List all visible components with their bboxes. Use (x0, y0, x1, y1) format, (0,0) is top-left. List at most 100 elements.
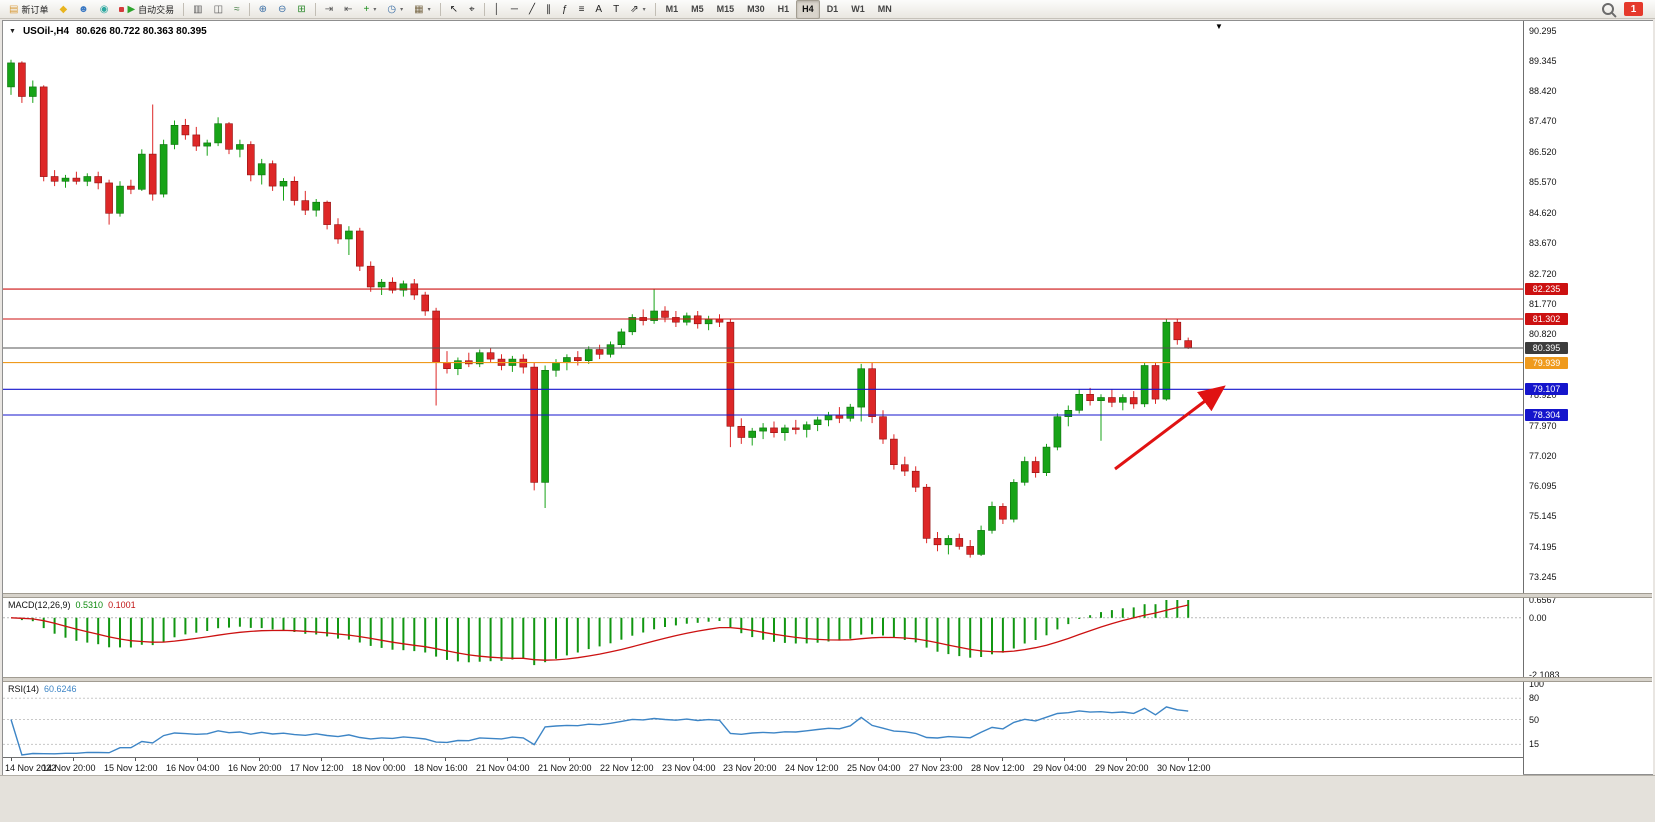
macd-params-label: MACD(12,26,9) (8, 600, 71, 610)
cursor-icon[interactable]: ↖ (445, 0, 463, 19)
candle (813, 416, 822, 432)
candle (50, 170, 59, 187)
candle (944, 535, 953, 555)
price-tick-label: 90.295 (1529, 25, 1557, 36)
candle (105, 179, 113, 225)
chart-ohlc-values: 80.626 80.722 80.363 80.395 (76, 26, 207, 37)
timeframe-d1[interactable]: D1 (826, 4, 839, 14)
panel-splitter-macd[interactable] (3, 593, 1652, 598)
time-tick-label: 15 Nov 12:00 (104, 763, 158, 773)
candlestick-chart-icon[interactable]: ◫ (209, 0, 228, 19)
candle (922, 484, 931, 544)
arrows-icon[interactable]: ⇗ ▾ (625, 0, 650, 19)
rsi-scale-label: 80 (1529, 693, 1540, 704)
candle (247, 141, 255, 182)
macd-scale-min: -2.1083 (1529, 670, 1560, 680)
candle (170, 120, 179, 150)
symbol-dropdown-icon[interactable]: ▼ (9, 28, 16, 35)
candle (1020, 456, 1029, 486)
bar-chart-icon[interactable]: ▥ (188, 0, 207, 19)
candle (1086, 387, 1094, 406)
candle (650, 288, 658, 324)
candle (257, 158, 266, 185)
time-tick-mark (259, 758, 260, 761)
timeframe-m1[interactable]: M1 (665, 4, 679, 14)
candle (181, 118, 190, 140)
price-chart-panel[interactable]: ▼ USOil-,H4 80.626 80.722 80.363 80.395 … (3, 21, 1523, 593)
trend-arrow-annotation[interactable] (1114, 385, 1226, 471)
channel-icon[interactable]: ∥ (541, 0, 556, 19)
tile-windows-icon[interactable]: ⊞ (292, 0, 310, 19)
candle (355, 227, 364, 271)
new-order-button[interactable]: ▤ 新订单 (4, 0, 53, 19)
periods-icon[interactable]: ◷ ▾ (382, 0, 408, 19)
candle (454, 357, 462, 376)
community-icon[interactable]: ☻ (73, 0, 94, 19)
timeframe-h4[interactable]: H4 (796, 0, 820, 19)
macd-scale-zero: 0.00 (1529, 612, 1547, 623)
chart-shift-marker[interactable]: ▼ (1215, 22, 1223, 31)
rsi-panel[interactable]: RSI(14) 60.6246 (3, 682, 1523, 757)
candle (116, 181, 124, 217)
time-tick-mark (445, 758, 446, 761)
panel-splitter-rsi[interactable] (3, 677, 1652, 682)
market-icon[interactable]: ◉ (95, 0, 114, 19)
zoom-in-icon[interactable]: ⊕ (254, 0, 272, 19)
macd-main-value: 0.5310 (75, 600, 104, 610)
dropdown-arrow-icon: ▾ (400, 6, 404, 13)
time-tick-mark (693, 758, 694, 761)
candle (312, 199, 321, 217)
notification-badge[interactable]: 1 (1624, 2, 1643, 16)
candle (323, 200, 331, 230)
macd-panel[interactable]: MACD(12,26,9) 0.5310 0.1001 (3, 598, 1523, 677)
crosshair-icon[interactable]: ⌖ (464, 0, 480, 19)
shapes-icon[interactable]: ≡ (574, 0, 590, 19)
price-tick-label: 89.345 (1529, 56, 1557, 67)
candle (595, 344, 604, 360)
timeframe-mn[interactable]: MN (877, 4, 892, 14)
candle (988, 501, 996, 534)
auto-scroll-icon[interactable]: ⇥ (320, 0, 338, 19)
price-chart-svg[interactable] (3, 21, 1523, 593)
macd-chart-svg[interactable] (3, 598, 1523, 677)
templates-icon[interactable]: ▦ ▾ (409, 0, 435, 19)
text-icon[interactable]: A (590, 0, 607, 19)
candle (366, 261, 375, 292)
timeframe-m5[interactable]: M5 (691, 4, 704, 14)
candle (541, 365, 549, 508)
time-axis[interactable]: 14 Nov 2022 14 Nov 20:00 15 Nov 12:00 16 No… (3, 757, 1523, 777)
timeframe-m15[interactable]: M15 (716, 4, 735, 14)
label-icon: T (613, 3, 620, 15)
new-chart-icon[interactable]: + ▾ (359, 0, 382, 19)
candle (61, 174, 70, 188)
rsi-chart-svg[interactable] (3, 682, 1523, 757)
line-chart-icon[interactable]: ≈ (229, 0, 245, 19)
zoom-out-icon[interactable]: ⊖ (273, 0, 291, 19)
price-tick-label: 77.020 (1529, 451, 1557, 462)
price-tick-label: 86.520 (1529, 146, 1557, 157)
autotrading-button[interactable]: ▶ 自动交易 (114, 0, 179, 19)
price-line-badge: 82.235 (1525, 283, 1568, 296)
timeframe-w1[interactable]: W1 (851, 4, 865, 14)
metaeditor-icon[interactable]: ◆ (54, 0, 72, 19)
chart-shift-icon[interactable]: ⇤ (339, 0, 357, 19)
timeframe-h1[interactable]: H1 (777, 4, 790, 14)
candle (475, 349, 484, 368)
price-tick-label: 84.620 (1529, 207, 1557, 218)
horizontal-line-icon[interactable]: ─ (506, 0, 523, 19)
fibonacci-icon[interactable]: ƒ (557, 0, 573, 19)
fibonacci-icon: ƒ (562, 3, 568, 15)
candle (1162, 319, 1171, 401)
trendline-icon[interactable]: ╱ (524, 0, 540, 19)
vertical-line-icon[interactable]: │ (489, 0, 505, 19)
toolbar-separator (314, 2, 316, 16)
search-icon[interactable] (1602, 3, 1614, 15)
candle (1075, 389, 1083, 414)
candle (7, 59, 15, 95)
price-axis[interactable]: 90.295 89.345 88.420 87.470 86.520 85.570 84.6… (1523, 21, 1653, 774)
label-icon[interactable]: T (608, 0, 624, 19)
candle (18, 61, 26, 103)
toolbar-separator (483, 2, 485, 16)
candle (1184, 337, 1192, 349)
timeframe-m30[interactable]: M30 (747, 4, 765, 14)
